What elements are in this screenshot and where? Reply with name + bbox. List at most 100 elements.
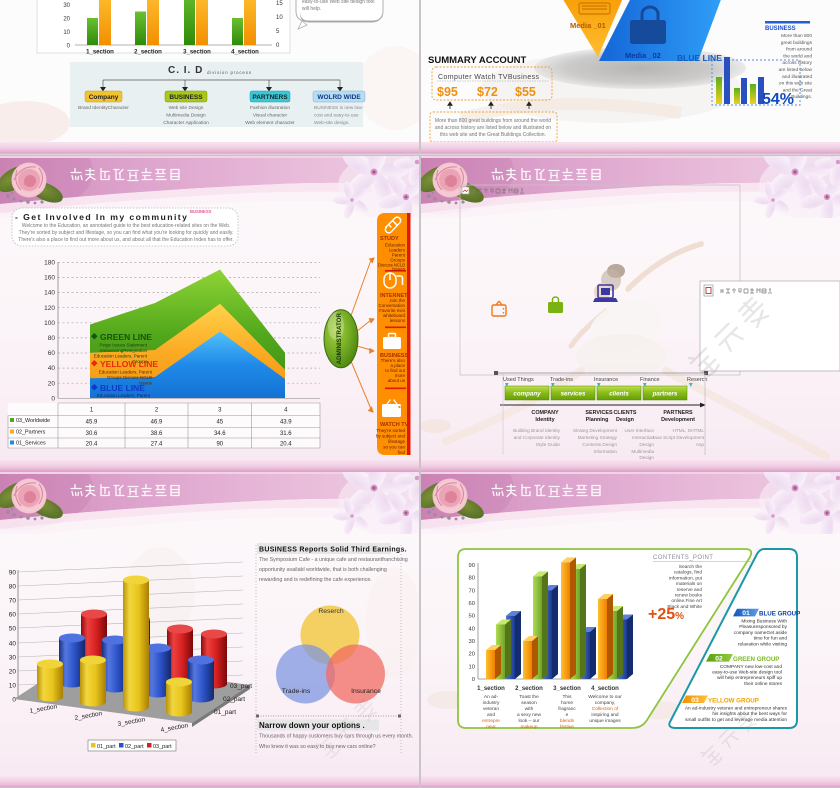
svg-text:Education Leaders, Parent: Education Leaders, Parent (97, 393, 151, 398)
svg-text:the world and: the world and (783, 53, 812, 59)
svg-text:Style Guide: Style Guide (536, 442, 561, 447)
svg-text:Brand IdentityCharacter: Brand IdentityCharacter (78, 105, 129, 111)
svg-text:30: 30 (9, 655, 17, 662)
svg-text:reserve and: reserve and (677, 587, 703, 593)
svg-text:15: 15 (276, 1, 283, 7)
svg-text:40: 40 (9, 641, 17, 648)
svg-text:4_section: 4_section (231, 50, 259, 56)
svg-text:a place: a place (390, 363, 405, 368)
svg-text:Marketing Strategy: Marketing Strategy (578, 435, 618, 440)
svg-text:blends: blends (560, 718, 575, 724)
svg-text:50: 50 (469, 614, 475, 620)
svg-text:Toast the: Toast the (519, 694, 539, 700)
svg-text:More than 800 great buildings: More than 800 great buildings from aroun… (435, 118, 551, 124)
svg-text:GREEN LINE: GREEN LINE (100, 332, 152, 342)
svg-text:4_section: 4_section (160, 722, 189, 734)
svg-text:3_section: 3_section (117, 716, 146, 728)
svg-text:01_part: 01_part (214, 709, 236, 716)
svg-text:e: e (566, 713, 569, 718)
svg-text:partners: partners (652, 391, 678, 398)
svg-text:with: with (525, 706, 534, 712)
svg-text:and: and (487, 712, 495, 718)
svg-text:10: 10 (9, 683, 17, 690)
svg-text:Reserch: Reserch (687, 377, 707, 383)
svg-text:An ad-industry veteran and ent: An ad-industry veteran and entrepreneur … (685, 706, 788, 712)
svg-text:services: services (561, 391, 586, 398)
svg-text:will help entrepreneurs spiff: will help entrepreneurs spiff up (717, 675, 782, 681)
svg-text:CONTENTS_POINT: CONTENTS_POINT (653, 555, 713, 561)
svg-text:34.6: 34.6 (214, 431, 226, 437)
svg-text:company nameGet aside: company nameGet aside (734, 630, 788, 636)
svg-text:27.4: 27.4 (151, 442, 163, 448)
svg-text:4_section: 4_section (591, 686, 619, 692)
svg-text:BUSINESS: BUSINESS (765, 26, 796, 32)
svg-text:Company: Company (89, 94, 119, 101)
svg-text:Conversation: Conversation (378, 303, 405, 308)
svg-text:so you can: so you can (383, 445, 405, 450)
svg-text:BLUE LINE: BLUE LINE (677, 53, 722, 63)
svg-text:Groups: Groups (390, 258, 406, 263)
svg-text:Who knew it was so easy to buy: Who knew it was so easy to buy new cars … (259, 744, 376, 750)
svg-text:0: 0 (51, 395, 55, 402)
svg-text:Thousands of happy customers b: Thousands of happy customers buy cars th… (259, 734, 413, 740)
svg-text:BLUE GROUP: BLUE GROUP (759, 611, 800, 618)
svg-text:1_section: 1_section (86, 50, 114, 56)
svg-text:+25%: +25% (648, 606, 684, 623)
svg-text:Visual character: Visual character (253, 113, 288, 119)
svg-text:lessons: lessons (390, 318, 406, 323)
svg-text:Leaders: Leaders (389, 248, 406, 253)
svg-text:COMPANY new low-cost and: COMPANY new low-cost and (720, 664, 783, 670)
svg-text:Issues: Issues (392, 267, 406, 272)
svg-text:90: 90 (216, 442, 223, 448)
svg-text:their online stores: their online stores (744, 681, 782, 687)
svg-text:Multimedia Design: Multimedia Design (166, 113, 206, 119)
svg-text:Education Leaders, Parent: Education Leaders, Parent (94, 354, 148, 359)
svg-text:40: 40 (48, 365, 56, 372)
svg-text:60: 60 (9, 612, 17, 619)
svg-text:4: 4 (284, 408, 288, 414)
svg-text:0: 0 (12, 697, 16, 704)
svg-text:Strateg Development: Strateg Development (573, 428, 618, 433)
svg-text:There's also a place to find o: There's also a place to find out more ab… (18, 237, 233, 243)
svg-text:are listed below: are listed below (779, 67, 813, 73)
svg-text:unique images: unique images (589, 718, 621, 724)
svg-text:140: 140 (44, 290, 55, 297)
svg-text:This: This (562, 694, 572, 700)
svg-text:season: season (521, 701, 537, 706)
svg-text:90: 90 (9, 570, 17, 577)
svg-text:03_part: 03_part (230, 683, 252, 690)
svg-text:veteran: veteran (483, 706, 499, 712)
svg-text:54%: 54% (762, 91, 794, 108)
svg-text:Character Application: Character Application (163, 120, 209, 126)
svg-text:Building Brand Identity: Building Brand Identity (513, 428, 561, 433)
svg-text:BUSINESS Reports Solid Third: BUSINESS Reports Solid Third Earnings. (259, 547, 407, 554)
svg-text:31.6: 31.6 (280, 431, 292, 437)
svg-text:Favorite mini: Favorite mini (379, 308, 405, 313)
svg-text:festive: festive (560, 724, 574, 730)
svg-text:GREEN GROUP: GREEN GROUP (733, 656, 779, 663)
svg-text:2: 2 (155, 408, 159, 414)
svg-text:neur: neur (486, 724, 496, 730)
svg-text:45.9: 45.9 (86, 420, 98, 426)
svg-text:will help.: will help. (302, 6, 321, 12)
svg-text:2_section: 2_section (134, 50, 162, 56)
svg-text:fragranc: fragranc (558, 706, 576, 712)
svg-text:Design: Design (639, 455, 654, 460)
svg-text:$55: $55 (515, 85, 536, 99)
svg-text:great buildings: great buildings (781, 40, 813, 46)
svg-text:Insurance: Insurance (351, 688, 381, 695)
svg-text:180: 180 (44, 260, 55, 267)
svg-text:03: 03 (691, 697, 699, 704)
svg-text:2_section: 2_section (515, 686, 543, 692)
svg-text:Insurance: Insurance (594, 377, 618, 383)
svg-text:0: 0 (472, 677, 475, 683)
svg-text:BUSINESS: BUSINESS (190, 209, 212, 214)
svg-text:Planning: Planning (586, 417, 609, 423)
svg-text:BUSINESS is new low-: BUSINESS is new low- (314, 105, 364, 111)
svg-text:Discuss NCLB: Discuss NCLB (378, 263, 405, 268)
svg-text:2_section: 2_section (74, 710, 103, 722)
svg-text:3_section: 3_section (183, 50, 211, 56)
svg-text:whiteboard: whiteboard (383, 313, 406, 318)
svg-text:80: 80 (48, 335, 56, 342)
svg-text:INTERNET: INTERNET (380, 293, 408, 299)
